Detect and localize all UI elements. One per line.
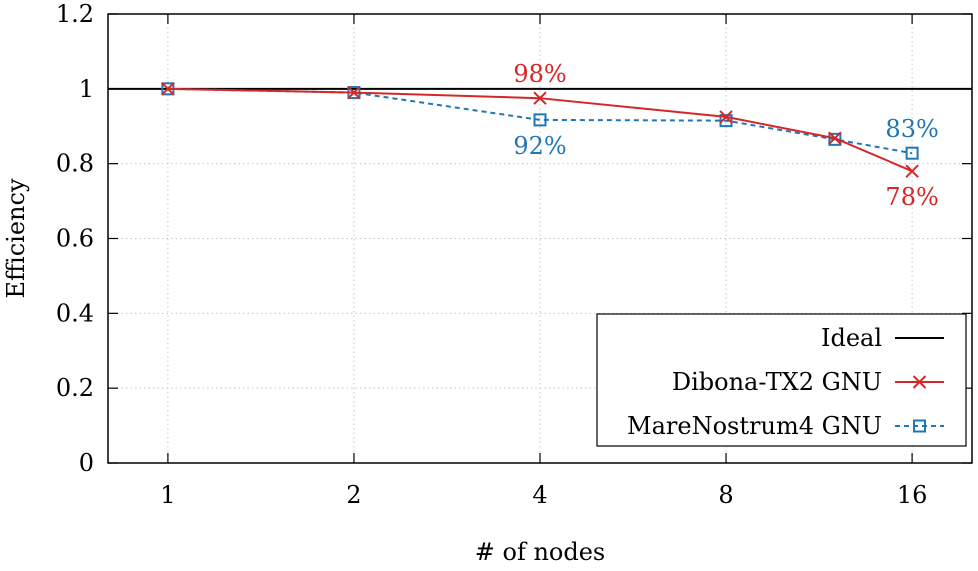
data-point-marenostrum4-gnu	[533, 113, 547, 127]
data-label: 78%	[885, 183, 938, 211]
data-point-dibona-tx2-gnu	[347, 85, 361, 100]
x-axis-label: # of nodes	[475, 538, 606, 566]
data-point-marenostrum4-gnu	[719, 114, 733, 128]
legend-label-ideal: Ideal	[821, 324, 882, 352]
legend-marker-dibona-tx2-gnu	[912, 375, 927, 389]
x-tick-label: 4	[532, 481, 547, 509]
data-point-dibona-tx2-gnu	[905, 164, 919, 178]
x-tick-label: 16	[897, 481, 928, 509]
legend-label-dibona-tx2-gnu: Dibona-TX2 GNU	[672, 368, 882, 396]
y-tick-label: 0.8	[56, 150, 94, 178]
x-tick-label: 2	[346, 481, 361, 509]
x-tick-label: 1	[160, 481, 175, 509]
y-tick-label: 1.2	[56, 0, 94, 28]
axis-ticks: 0 0.2 0.4 0.6 0.8 1 1.2 1 2 4 8 16	[56, 0, 972, 509]
legend-marker-marenostrum4-gnu	[913, 419, 926, 433]
data-point-marenostrum4-gnu	[828, 132, 842, 146]
y-tick-label: 1	[79, 75, 94, 103]
legend-box	[596, 313, 967, 447]
data-point-dibona-tx2-gnu	[161, 82, 175, 96]
y-tick-label: 0	[79, 449, 94, 477]
y-tick-label: 0.6	[56, 225, 94, 253]
data-point-marenostrum4-gnu	[905, 146, 919, 160]
y-tick-label: 0.2	[56, 374, 94, 402]
data-label: 83%	[885, 115, 938, 143]
annotations: 98% 92% 83% 78%	[513, 60, 938, 211]
x-tick-label: 8	[718, 481, 733, 509]
legend: Ideal Dibona-TX2 GNU MareNostrum4 GNU	[596, 313, 967, 447]
y-tick-label: 0.4	[56, 299, 94, 327]
data-point-dibona-tx2-gnu	[533, 91, 547, 105]
data-point-dibona-tx2-gnu	[719, 110, 733, 124]
data-label: 92%	[513, 132, 566, 160]
y-axis-label: Efficiency	[2, 178, 30, 298]
legend-label-marenostrum4-gnu: MareNostrum4 GNU	[627, 412, 882, 440]
data-series	[161, 82, 919, 178]
data-point-dibona-tx2-gnu	[828, 131, 842, 145]
data-label: 98%	[513, 60, 566, 88]
series-line-dibona-tx2-gnu	[167, 87, 913, 173]
